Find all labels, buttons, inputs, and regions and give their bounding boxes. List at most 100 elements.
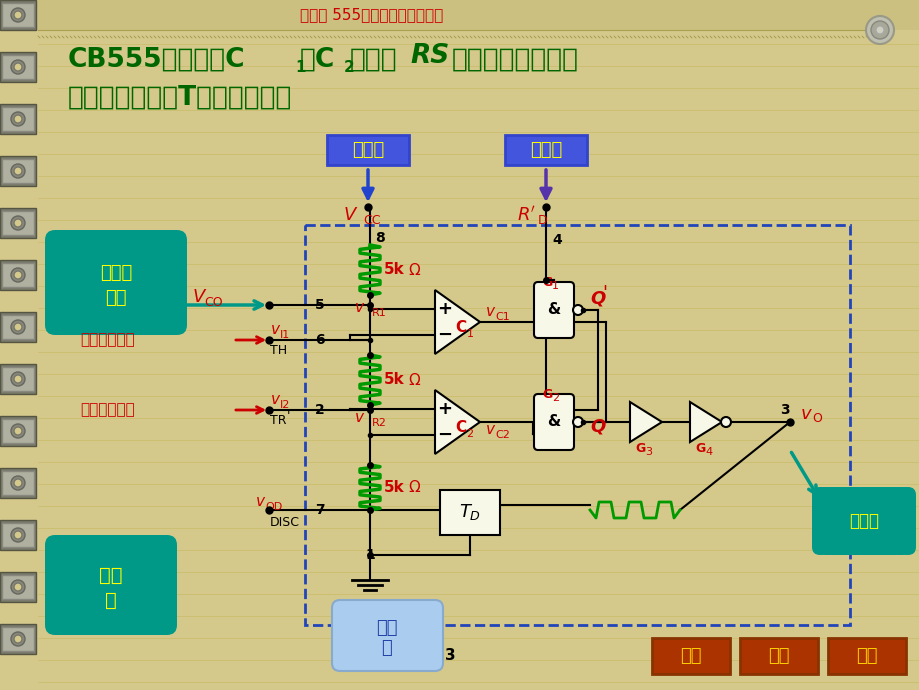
- Bar: [2, 471, 34, 495]
- Text: I1: I1: [279, 330, 289, 340]
- Text: C1: C1: [494, 312, 509, 322]
- Circle shape: [875, 26, 883, 34]
- Bar: [0, 0, 36, 30]
- Text: CO: CO: [204, 297, 222, 310]
- Text: 5: 5: [315, 298, 324, 312]
- Circle shape: [573, 305, 583, 315]
- Text: 触发器和集电极开: 触发器和集电极开: [451, 47, 578, 73]
- Bar: [2, 419, 34, 443]
- Text: 低电平触发端: 低电平触发端: [80, 402, 134, 417]
- Circle shape: [14, 583, 22, 591]
- Circle shape: [14, 115, 22, 123]
- Circle shape: [865, 16, 893, 44]
- Text: $V$: $V$: [192, 288, 207, 306]
- Text: CB555由比较器C: CB555由比较器C: [68, 47, 245, 73]
- Bar: [827, 638, 905, 674]
- Text: C: C: [455, 320, 466, 335]
- Circle shape: [14, 167, 22, 175]
- Circle shape: [11, 424, 25, 438]
- Text: 4: 4: [704, 447, 711, 457]
- Text: $v$: $v$: [484, 304, 495, 319]
- Text: $v$: $v$: [269, 322, 281, 337]
- Text: $T_D$: $T_D$: [459, 502, 481, 522]
- Text: 2: 2: [466, 429, 473, 439]
- Circle shape: [870, 21, 888, 39]
- Text: 1: 1: [551, 281, 559, 291]
- Circle shape: [11, 320, 25, 334]
- Text: 放电: 放电: [99, 566, 122, 584]
- Text: C2: C2: [494, 430, 509, 440]
- Text: −: −: [437, 326, 452, 344]
- Text: 7: 7: [315, 503, 324, 517]
- Text: 4: 4: [551, 233, 562, 247]
- Circle shape: [14, 11, 22, 19]
- Circle shape: [11, 632, 25, 646]
- Text: 2: 2: [551, 393, 559, 403]
- Circle shape: [14, 479, 22, 487]
- Text: D: D: [538, 213, 547, 226]
- Text: $v$: $v$: [484, 422, 495, 437]
- Polygon shape: [435, 390, 480, 454]
- Text: 5k: 5k: [383, 262, 404, 277]
- Text: +: +: [437, 300, 452, 318]
- Text: $\Omega$: $\Omega$: [407, 262, 421, 278]
- Text: 复位端: 复位端: [529, 141, 562, 159]
- Bar: [0, 260, 36, 290]
- FancyBboxPatch shape: [45, 230, 187, 335]
- Bar: [0, 0, 919, 30]
- Text: G: G: [694, 442, 705, 455]
- Bar: [0, 520, 36, 550]
- Text: 3: 3: [779, 403, 789, 417]
- Bar: [2, 3, 34, 27]
- Circle shape: [11, 60, 25, 74]
- Text: 5k: 5k: [383, 373, 404, 388]
- Text: 电压控: 电压控: [100, 264, 132, 282]
- Text: $v$: $v$: [255, 495, 266, 509]
- Text: $v$: $v$: [269, 393, 281, 408]
- Text: 3: 3: [445, 647, 455, 662]
- Circle shape: [11, 580, 25, 594]
- Circle shape: [11, 8, 25, 22]
- Bar: [2, 627, 34, 651]
- Bar: [2, 263, 34, 287]
- Bar: [2, 575, 34, 599]
- FancyBboxPatch shape: [533, 394, 573, 450]
- Circle shape: [11, 216, 25, 230]
- Text: $v$: $v$: [354, 411, 365, 426]
- Bar: [2, 523, 34, 547]
- Text: RS: RS: [410, 43, 448, 69]
- Bar: [739, 638, 817, 674]
- FancyBboxPatch shape: [332, 600, 443, 671]
- Circle shape: [14, 219, 22, 227]
- Bar: [0, 52, 36, 82]
- Text: I2: I2: [279, 400, 290, 410]
- Circle shape: [11, 528, 25, 542]
- Text: R1: R1: [371, 308, 386, 318]
- Bar: [0, 624, 36, 654]
- Bar: [2, 211, 34, 235]
- Text: 8: 8: [375, 231, 384, 245]
- Text: G: G: [634, 442, 644, 455]
- Text: $\Omega$: $\Omega$: [407, 372, 421, 388]
- Circle shape: [11, 112, 25, 126]
- Text: 第二节 555集成定时器及其应用: 第二节 555集成定时器及其应用: [300, 8, 443, 23]
- Bar: [2, 159, 34, 183]
- Circle shape: [14, 531, 22, 539]
- Bar: [305, 225, 849, 625]
- Bar: [2, 315, 34, 339]
- Circle shape: [14, 271, 22, 279]
- Text: 接地: 接地: [376, 619, 397, 637]
- Bar: [326, 135, 409, 165]
- Text: OD: OD: [265, 502, 282, 512]
- Text: 1: 1: [365, 548, 374, 562]
- Text: $v$: $v$: [354, 301, 365, 315]
- Text: −: −: [437, 426, 452, 444]
- Text: G: G: [541, 275, 551, 288]
- Bar: [2, 55, 34, 79]
- Bar: [505, 135, 586, 165]
- Text: 1: 1: [466, 329, 473, 339]
- FancyBboxPatch shape: [45, 535, 176, 635]
- Bar: [0, 312, 36, 342]
- Bar: [439, 490, 499, 535]
- Text: $v$: $v$: [800, 405, 812, 423]
